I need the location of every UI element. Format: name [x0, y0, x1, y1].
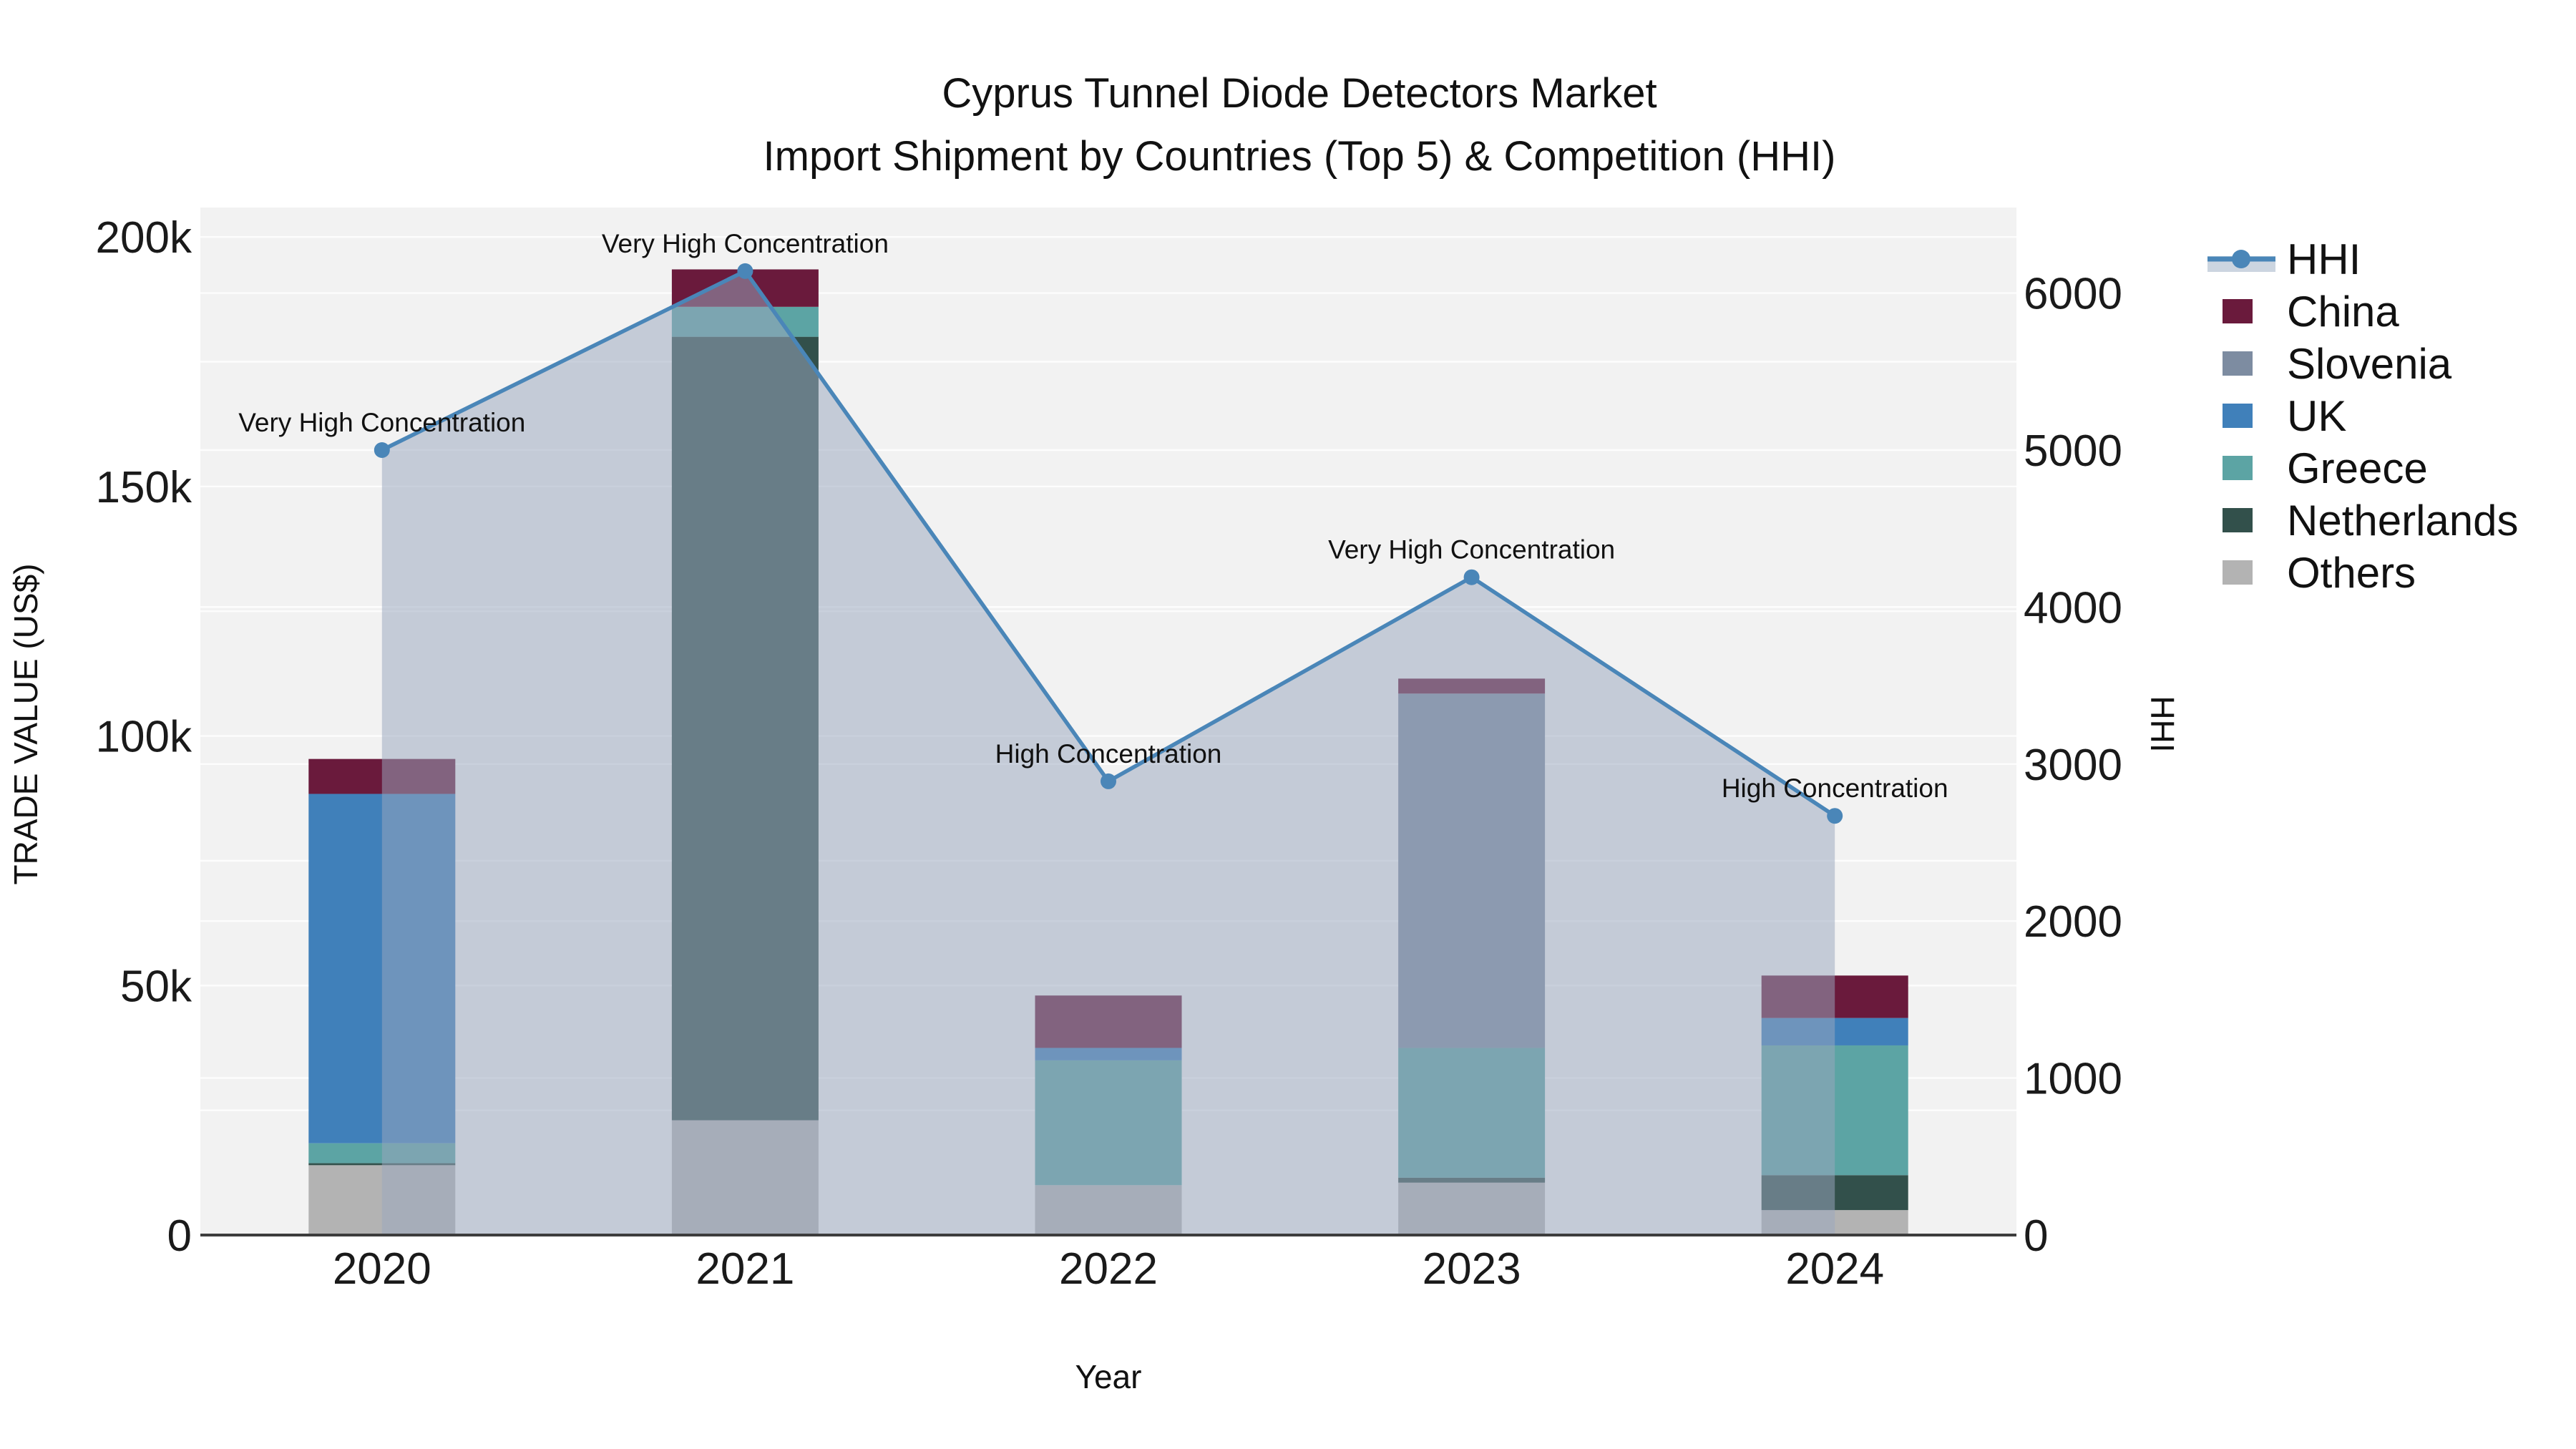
legend-item-uk[interactable]: UK	[2223, 392, 2346, 440]
legend-swatch-greece	[2223, 456, 2253, 480]
legend-label-china: China	[2287, 288, 2399, 336]
y-right-tick-1000: 1000	[2024, 1055, 2122, 1104]
y-left-axis-title: TRADE VALUE (US$)	[7, 563, 44, 884]
legend-label-greece: Greece	[2287, 444, 2428, 492]
y-left-tick-0: 0	[167, 1211, 192, 1261]
legend-item-china[interactable]: China	[2223, 288, 2399, 336]
annotation-2022: High Concentration	[995, 739, 1222, 769]
legend-item-greece[interactable]: Greece	[2223, 444, 2428, 492]
y-right-tick-4000: 4000	[2024, 583, 2122, 633]
legend-label-uk: UK	[2287, 392, 2346, 440]
x-tick-2022: 2022	[1059, 1244, 1158, 1294]
y-right-tick-6000: 6000	[2024, 270, 2122, 319]
y-left-tick-200k: 200k	[96, 213, 192, 263]
x-axis-title: Year	[1075, 1358, 1142, 1395]
y-right-axis-title: HHI	[2144, 696, 2181, 752]
legend-label-netherlands: Netherlands	[2287, 497, 2519, 545]
y-right-tick-5000: 5000	[2024, 426, 2122, 476]
annotation-2020: Very High Concentration	[238, 408, 525, 437]
y-right-tick-2000: 2000	[2024, 897, 2122, 947]
legend-swatch-others	[2223, 560, 2253, 585]
annotation-2021: Very High Concentration	[602, 229, 889, 258]
legend-swatch-china	[2223, 299, 2253, 323]
chart-title-line2: Import Shipment by Countries (Top 5) & C…	[763, 133, 1836, 180]
legend-item-slovenia[interactable]: Slovenia	[2223, 340, 2452, 388]
legend-item-others[interactable]: Others	[2223, 549, 2416, 597]
x-tick-2021: 2021	[696, 1244, 794, 1294]
y-right-tick-0: 0	[2024, 1211, 2048, 1261]
hhi-marker-2024[interactable]	[1827, 808, 1843, 824]
x-tick-2020: 2020	[333, 1244, 431, 1294]
y-left-tick-50k: 50k	[120, 962, 192, 1011]
legend-item-netherlands[interactable]: Netherlands	[2223, 497, 2519, 545]
hhi-marker-2021[interactable]	[737, 263, 753, 279]
legend-swatch-slovenia	[2223, 351, 2253, 376]
annotation-2023: Very High Concentration	[1328, 535, 1615, 565]
x-tick-2024: 2024	[1785, 1244, 1884, 1294]
chart-title-line1: Cyprus Tunnel Diode Detectors Market	[942, 70, 1657, 117]
legend-label-others: Others	[2287, 549, 2416, 597]
legend-swatch-netherlands	[2223, 508, 2253, 532]
y-left-tick-150k: 150k	[96, 463, 192, 512]
x-tick-2023: 2023	[1423, 1244, 1521, 1294]
hhi-area-fill	[381, 270, 1835, 1236]
hhi-marker-2022[interactable]	[1101, 773, 1116, 789]
hhi-marker-2023[interactable]	[1463, 569, 1480, 585]
legend-swatch-uk	[2223, 404, 2253, 428]
hhi-marker-2020[interactable]	[374, 441, 390, 458]
y-right-tick-3000: 3000	[2024, 741, 2122, 790]
annotation-2024: High Concentration	[1722, 774, 1948, 803]
legend-hhi-marker	[2232, 250, 2250, 268]
legend-item-hhi[interactable]: HHI	[2207, 235, 2361, 283]
legend-label-hhi: HHI	[2287, 235, 2361, 283]
legend-label-slovenia: Slovenia	[2287, 340, 2452, 388]
y-left-tick-100k: 100k	[96, 713, 192, 762]
